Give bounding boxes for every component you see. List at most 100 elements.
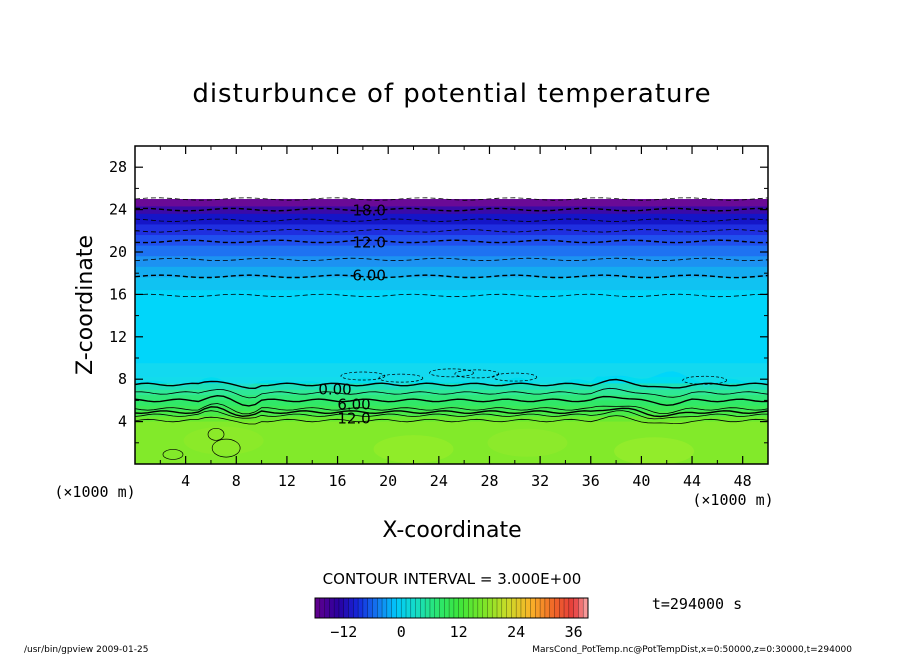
colorbar-cell-34 [477, 598, 483, 618]
colorbar-tick-label-4: 36 [565, 623, 583, 641]
colorbar-cell-49 [549, 598, 555, 618]
contour-label-3: 0.00 [318, 381, 351, 399]
field-wave [135, 363, 768, 388]
colorbar-cell-53 [568, 598, 574, 618]
solid-lobe-2 [207, 427, 225, 441]
y-tick-label-2: 12 [109, 328, 127, 346]
solid-contour-4 [135, 406, 768, 418]
x-units-label: (×1000 m) [692, 491, 773, 509]
solid-lobe-1 [162, 449, 184, 460]
x-tick-label-2: 12 [278, 472, 296, 490]
colorbar-cell-18 [401, 598, 407, 618]
y-tick-label-4: 20 [109, 243, 127, 261]
plot-frame [134, 145, 769, 465]
x-tick-label-0: 4 [181, 472, 190, 490]
solid-contour-6 [135, 415, 768, 425]
x-tick-label-7: 32 [531, 472, 549, 490]
solid-contour-2 [135, 394, 768, 407]
solid-contour-5 [135, 410, 768, 420]
contour-label-0: 18.0 [353, 202, 386, 220]
colorbar-cell-14 [382, 598, 388, 618]
x-tick-label-3: 16 [329, 472, 347, 490]
contour-label-1: 12.0 [353, 233, 386, 251]
x-axis: 4 8 12 16 20 24 28 32 36 40 44 48 [159, 146, 752, 490]
colorbar-cell-27 [444, 598, 450, 618]
dashed-lobe-1 [378, 373, 424, 383]
x-tick-label-10: 44 [683, 472, 701, 490]
time-label: t=294000 s [652, 595, 742, 613]
dashed-contour-2 [135, 218, 768, 222]
dashed-contour-6 [135, 274, 768, 279]
colorbar-cell-36 [487, 598, 493, 618]
field-patch-0 [183, 426, 264, 455]
dashed-lobe-4 [492, 372, 538, 382]
contour-field [135, 199, 768, 464]
colorbar-tick-label-1: 0 [397, 623, 406, 641]
colorbar-cell-46 [535, 598, 541, 618]
field-patch-3 [614, 437, 695, 464]
colorbar [314, 598, 589, 618]
contour-interval-text: CONTOUR INTERVAL = 3.000E+00 [323, 570, 582, 588]
field-patch-1 [373, 435, 454, 464]
colorbar-cell-12 [372, 598, 378, 618]
solid-contour-1 [135, 387, 768, 399]
colorbar-cell-31 [463, 598, 469, 618]
y-tick-label-6: 28 [109, 158, 127, 176]
colorbar-cell-9 [358, 598, 364, 618]
y-tick-label-3: 16 [109, 285, 127, 303]
colorbar-cell-24 [429, 598, 436, 618]
dashed-contour-4 [135, 239, 768, 244]
colorbar-cell-13 [377, 598, 383, 618]
colorbar-cell-8 [353, 598, 359, 618]
dashed-contour-3 [135, 229, 768, 233]
colorbar-cell-52 [564, 598, 570, 618]
colorbar-cell-21 [415, 598, 421, 618]
colorbar-cell-15 [386, 598, 392, 618]
dashed-lobe-2 [429, 368, 474, 378]
colorbar-cell-26 [439, 598, 445, 618]
dashed-contour-7 [135, 293, 768, 298]
colorbar-cell-28 [449, 598, 455, 618]
colorbar-cell-43 [520, 598, 527, 618]
colorbar-cell-19 [406, 598, 412, 618]
colorbar-tick-label-2: 12 [450, 623, 468, 641]
x-tick-label-4: 20 [379, 472, 397, 490]
colorbar-cell-54 [573, 598, 579, 618]
x-tick-label-1: 8 [232, 472, 241, 490]
colorbar-cell-32 [468, 598, 474, 618]
colorbar-tick-label-3: 24 [507, 623, 525, 641]
chart-title: disturbunce of potential temperature [192, 79, 711, 109]
colorbar-cell-39 [501, 598, 507, 618]
x-tick-label-6: 28 [480, 472, 498, 490]
x-tick-label-9: 40 [632, 472, 650, 490]
z-units-label: (×1000 m) [54, 483, 135, 501]
dashed-lobe-5 [682, 375, 728, 385]
dashed-contour-0 [135, 197, 768, 201]
colorbar-cell-30 [458, 598, 464, 618]
colorbar-cell-41 [511, 598, 517, 618]
contour-label-4: 6.00 [337, 396, 370, 414]
dashed-contour-5 [135, 257, 768, 262]
colorbar-cell-11 [367, 598, 373, 618]
colorbar-cell-3 [329, 598, 335, 618]
colorbar-ticks: −12 0 12 24 36 [330, 623, 582, 641]
y-tick-label-0: 4 [118, 413, 127, 431]
x-tick-label-11: 48 [734, 472, 752, 490]
x-tick-label-8: 36 [582, 472, 600, 490]
dashed-contour-1 [135, 207, 768, 212]
colorbar-cell-16 [391, 598, 397, 618]
colorbar-cell-0 [315, 598, 321, 618]
colorbar-cell-33 [473, 598, 479, 618]
y-axis-label: Z-coordinate [73, 235, 98, 375]
y-axis: 4 8 12 16 20 24 28 [109, 158, 768, 444]
colorbar-cell-10 [362, 598, 368, 618]
colorbar-cell-17 [396, 598, 402, 618]
contour-label-5: 12.0 [337, 409, 370, 427]
footer-right: MarsCond_PotTemp.nc@PotTempDist,x=0:5000… [532, 645, 852, 654]
colorbar-cell-56 [583, 598, 589, 618]
colorbar-cell-1 [319, 598, 325, 618]
colorbar-cell-2 [324, 598, 330, 618]
y-tick-label-5: 24 [109, 201, 127, 219]
